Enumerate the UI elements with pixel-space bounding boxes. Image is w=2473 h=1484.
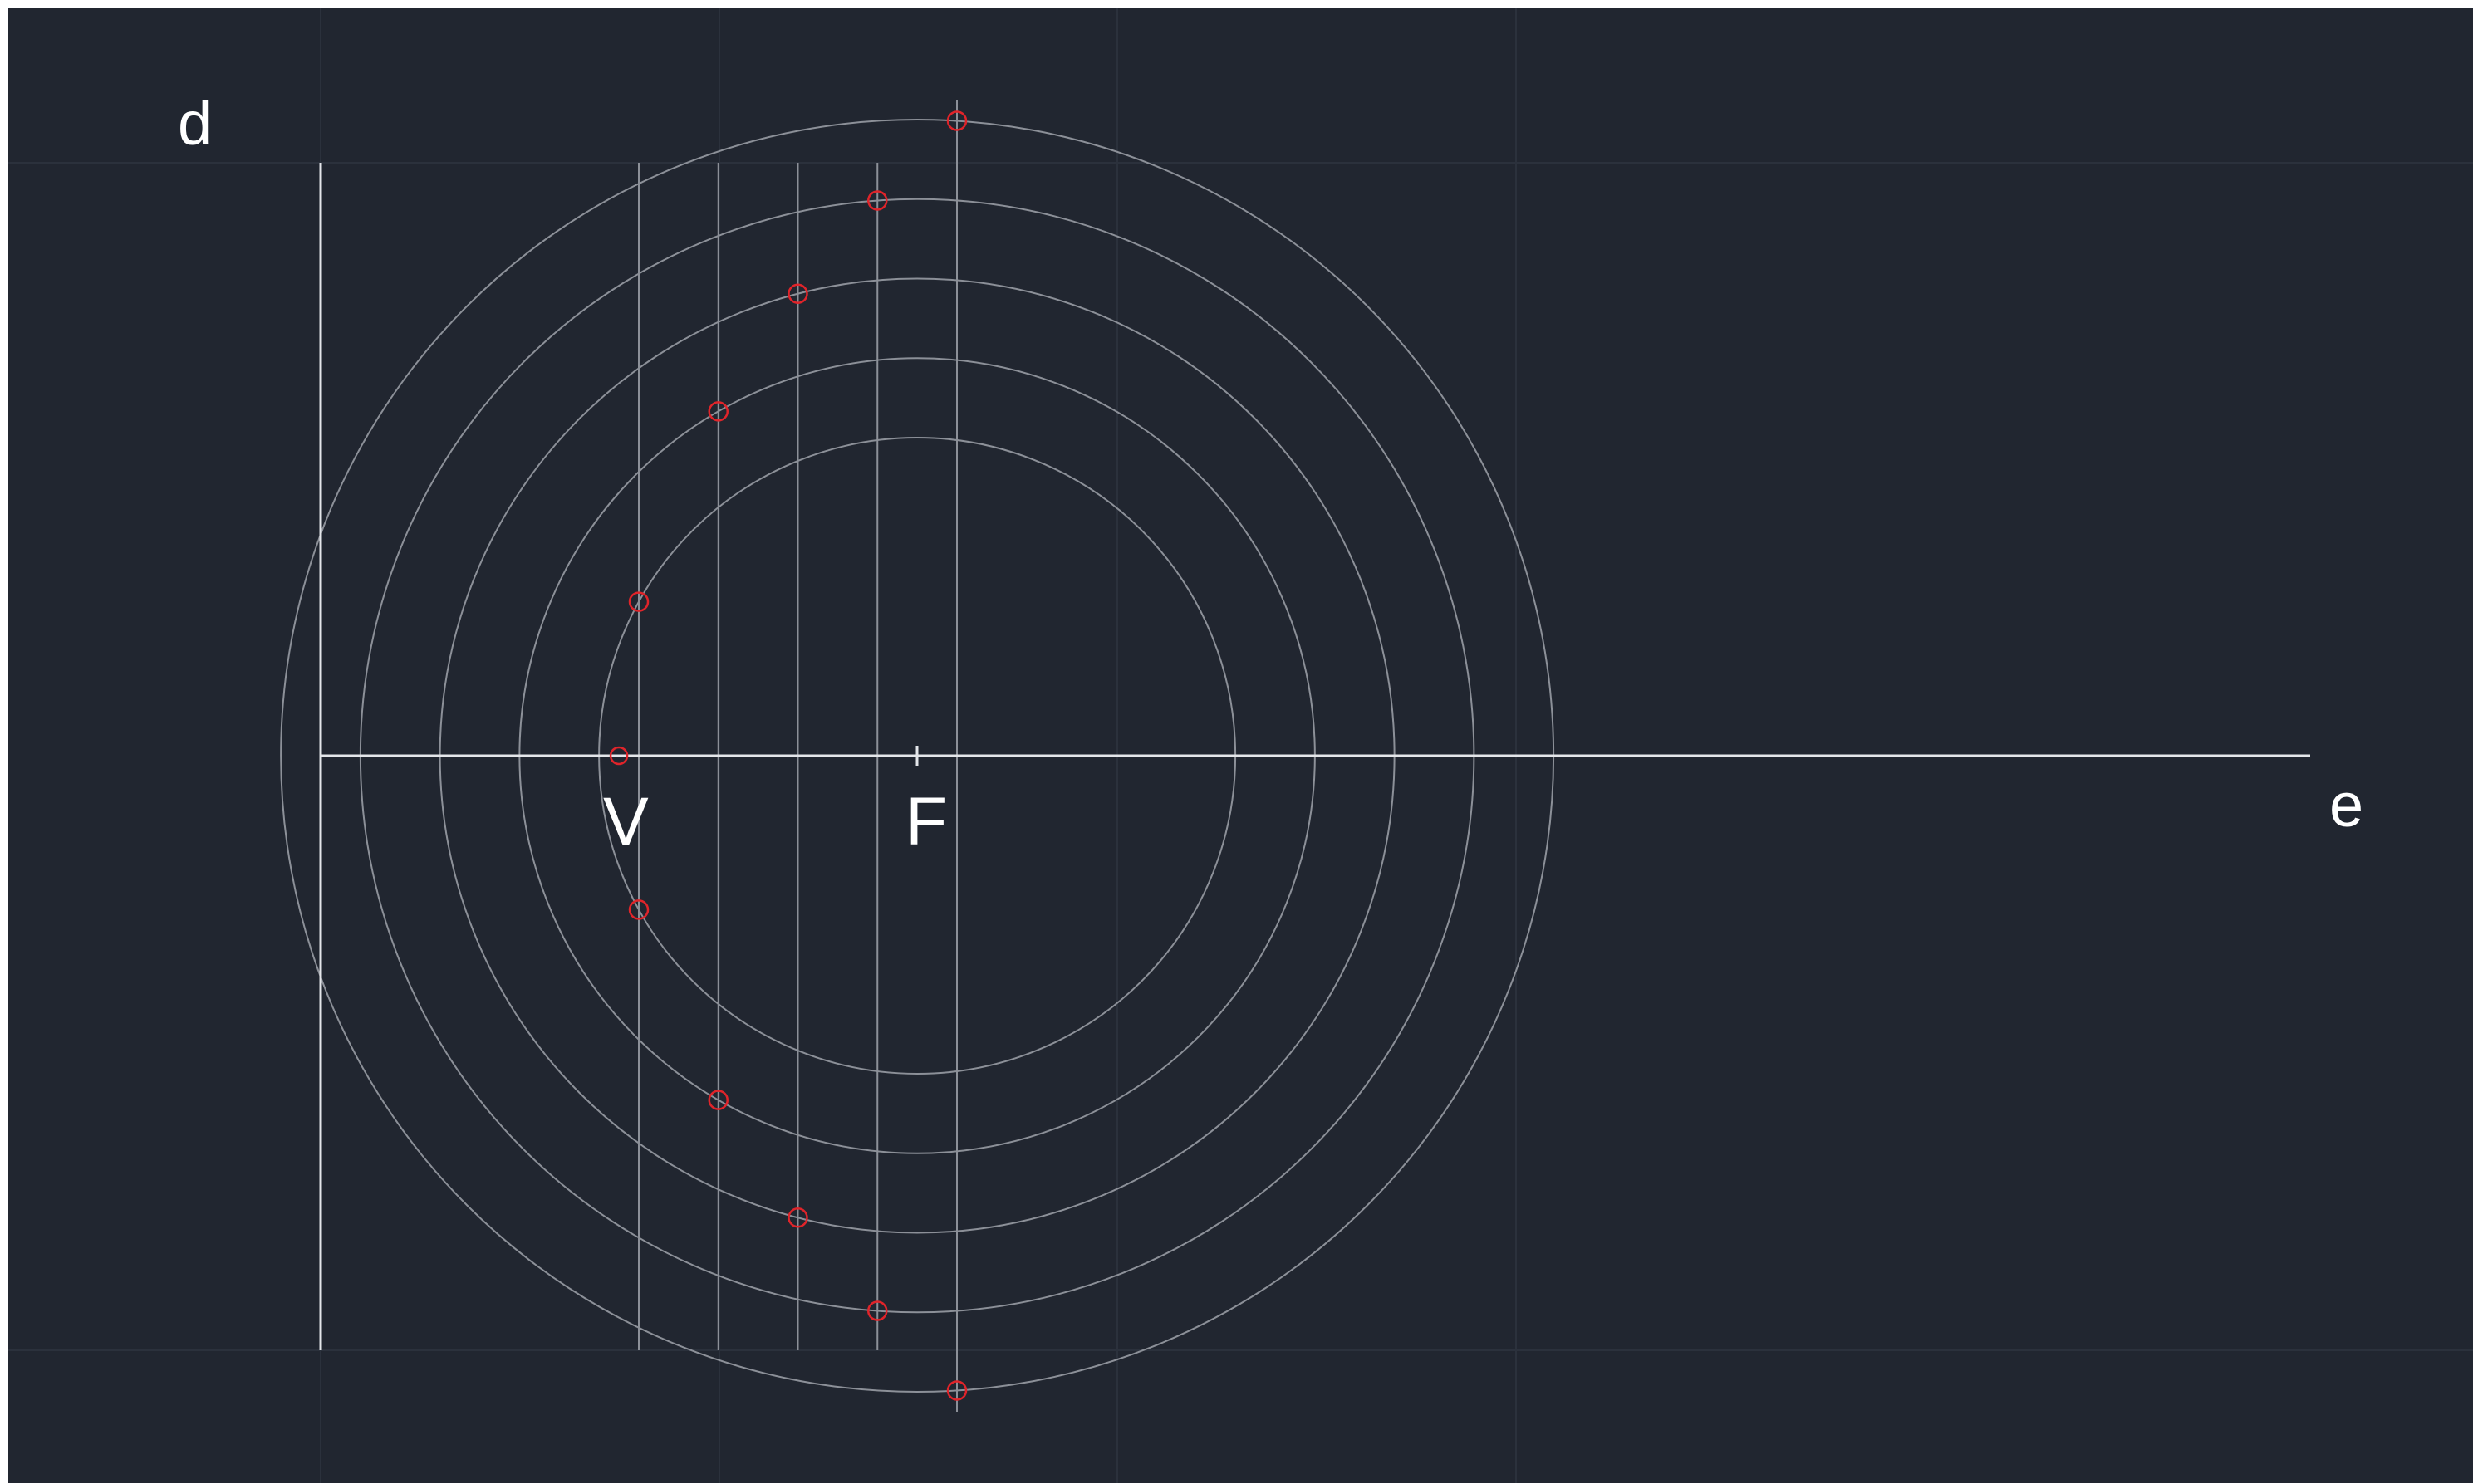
parabola-points xyxy=(609,110,968,1401)
parabola-point-4-lower xyxy=(946,1380,968,1401)
parabola-point-3-lower xyxy=(867,1300,888,1321)
parabola-point-4-upper xyxy=(946,110,968,131)
vertex-point xyxy=(609,746,629,766)
parabola-point-1-upper xyxy=(708,401,729,422)
axis-label: e xyxy=(2329,771,2363,840)
vertex-label: V xyxy=(603,784,649,860)
parabola-point-3-upper xyxy=(867,190,888,211)
parabola-point-2-lower xyxy=(788,1207,808,1228)
parabola-point-0-lower xyxy=(628,899,650,920)
parabola-point-1-lower xyxy=(708,1090,729,1110)
directrix-label: d xyxy=(178,89,212,158)
focus-label: F xyxy=(905,784,947,860)
drawing-background xyxy=(8,8,2473,1483)
parabola-point-0-upper xyxy=(628,591,650,612)
parabola-point-2-upper xyxy=(788,283,808,304)
